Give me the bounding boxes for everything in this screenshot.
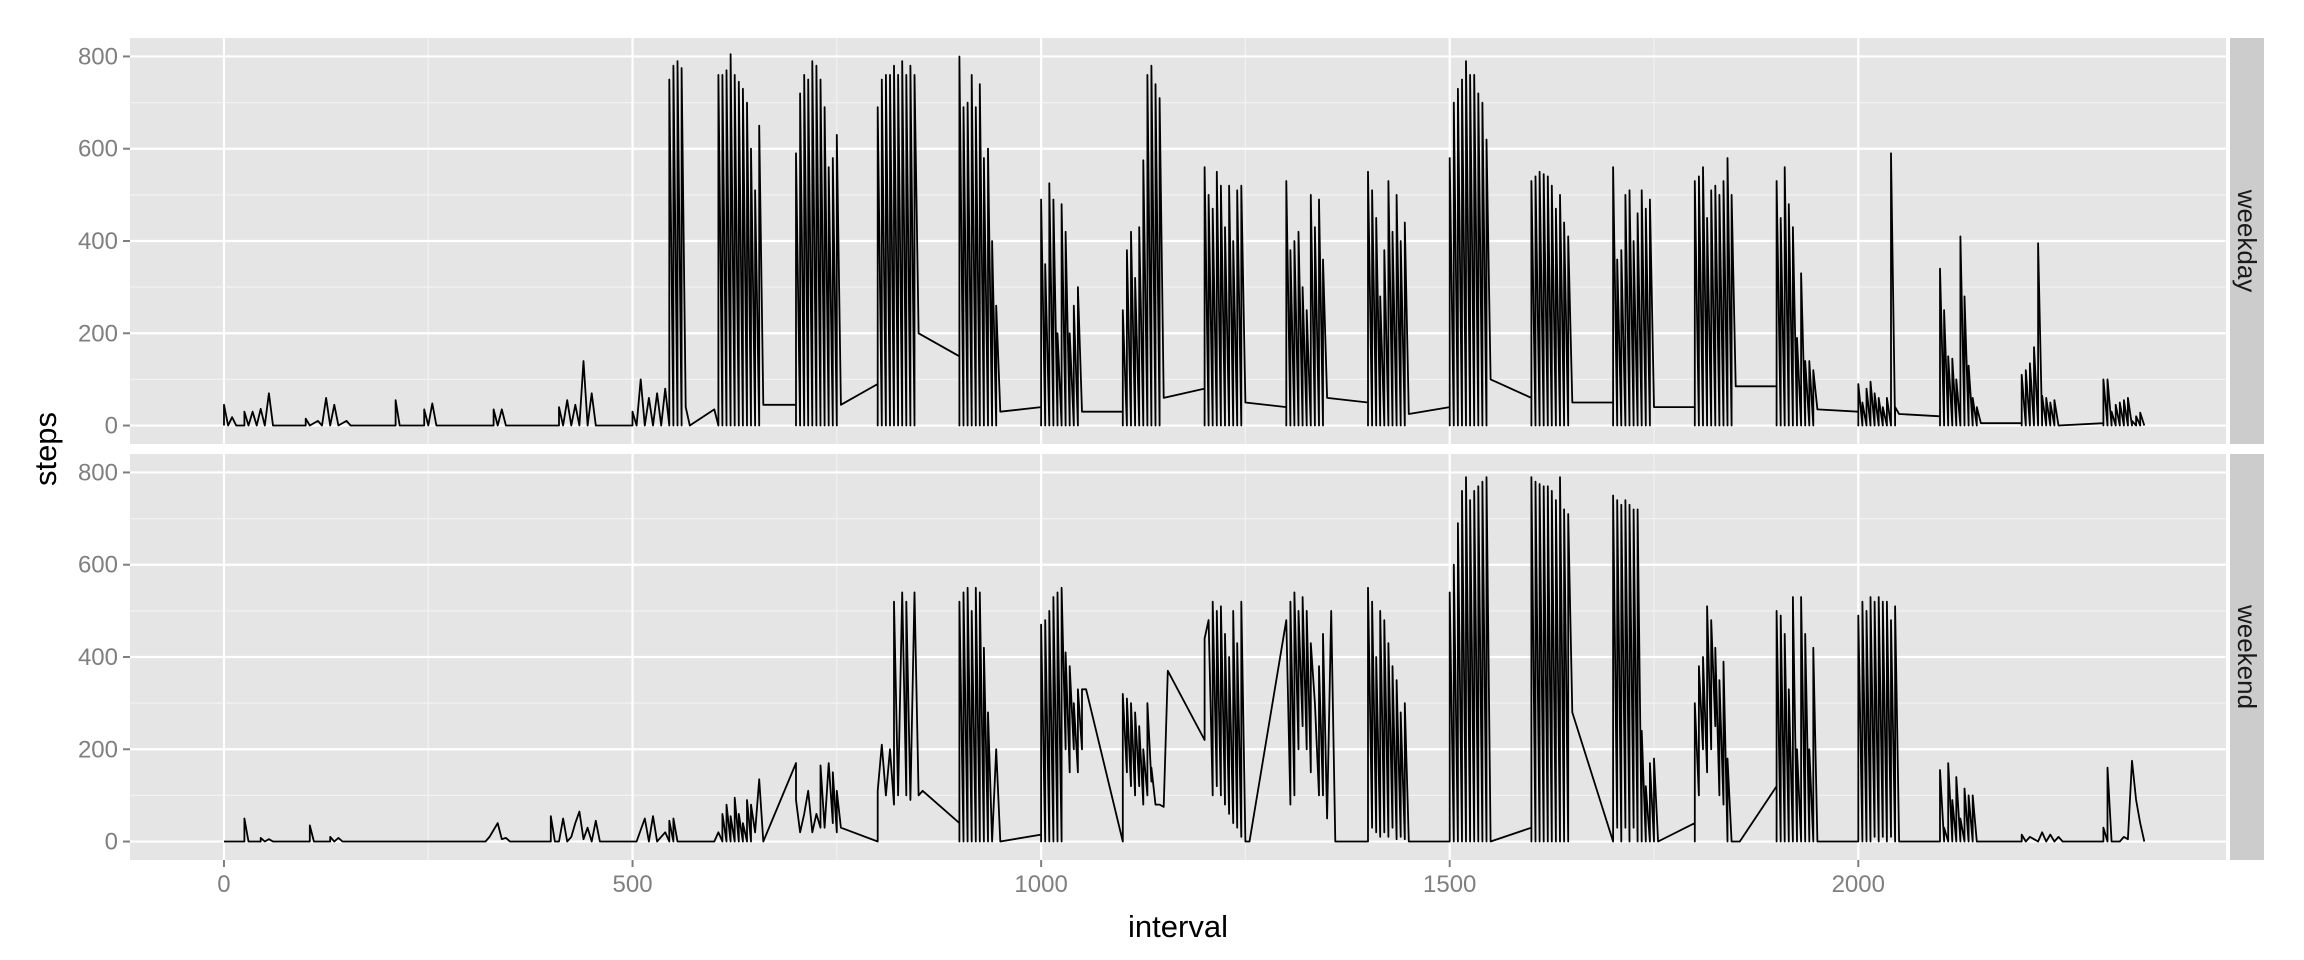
panel-weekday-series (223, 53, 2146, 427)
y-tick-label: 200 (78, 736, 118, 763)
y-tick-label: 200 (78, 320, 118, 347)
x-tick-label: 500 (613, 871, 653, 898)
x-axis-title: interval (1128, 909, 1228, 944)
panel-weekday: 0 200 400 600 800 weekday (78, 38, 2264, 444)
y-tick-label: 600 (78, 136, 118, 163)
strip-label-weekend: weekend (2232, 604, 2262, 709)
x-axis: 0 500 1000 1500 2000 (217, 860, 1885, 898)
panel-weekday-grid (130, 38, 2226, 444)
y-tick-label: 800 (78, 459, 118, 486)
y-tick-label: 800 (78, 43, 118, 70)
y-tick-label: 0 (105, 413, 118, 440)
strip-label-weekday: weekday (2232, 189, 2262, 293)
panel-weekend-y-ticks: 0 200 400 600 800 (78, 459, 130, 856)
series-line-weekend (224, 476, 2146, 843)
series-line-weekday (223, 53, 2146, 427)
y-tick-label: 400 (78, 644, 118, 671)
y-tick-label: 0 (105, 829, 118, 856)
strip-weekend (2230, 454, 2264, 860)
y-tick-label: 600 (78, 552, 118, 579)
x-tick-label: 2000 (1832, 871, 1885, 898)
panel-weekend: 0 200 400 600 800 weekend (78, 454, 2264, 860)
x-tick-label: 1000 (1014, 871, 1067, 898)
y-axis-title: steps (28, 412, 63, 486)
x-tick-label: 0 (217, 871, 230, 898)
panel-weekday-y-ticks: 0 200 400 600 800 (78, 43, 130, 440)
panel-weekend-series (224, 476, 2146, 843)
x-tick-label: 1500 (1423, 871, 1476, 898)
y-tick-label: 400 (78, 228, 118, 255)
strip-weekday (2230, 38, 2264, 444)
